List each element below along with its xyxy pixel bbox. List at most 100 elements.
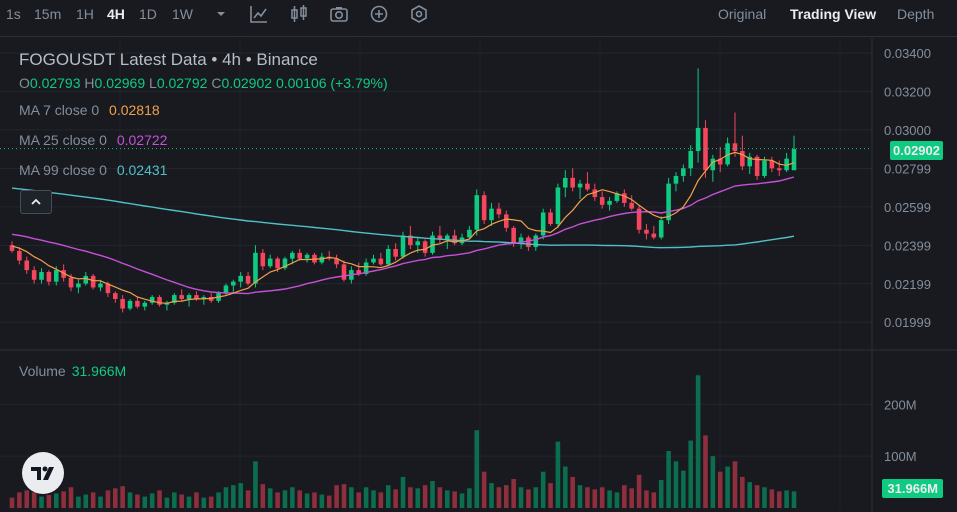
candle-body xyxy=(297,252,303,259)
candle-settings-icon[interactable] xyxy=(288,3,310,25)
volume-bar xyxy=(349,487,354,508)
candle-body xyxy=(791,149,797,171)
volume-bar xyxy=(238,483,243,508)
volume-bar xyxy=(732,461,738,508)
candle-body xyxy=(135,300,140,307)
volume-bar xyxy=(673,461,679,508)
price-axis-tick: 0.03000 xyxy=(884,123,931,138)
candle-body xyxy=(46,272,52,282)
view-depth[interactable]: Depth xyxy=(897,6,935,22)
candle-body xyxy=(24,260,30,271)
timeframe-4h[interactable]: 4H xyxy=(107,6,125,22)
volume-bar xyxy=(636,474,642,508)
volume-bar xyxy=(651,492,657,508)
price-axis-tick: 0.02399 xyxy=(884,238,931,253)
camera-icon[interactable] xyxy=(328,3,350,25)
volume-bar xyxy=(194,492,199,508)
candle-body xyxy=(68,277,74,288)
volume-bar xyxy=(61,491,66,508)
candle-body xyxy=(503,214,509,228)
price-axis-tick: 0.03400 xyxy=(884,46,931,61)
tradingview-logo[interactable] xyxy=(22,452,64,494)
candle-body xyxy=(231,281,236,286)
volume-bar xyxy=(83,494,89,508)
chart-title: FOGOUSDT Latest Data • 4h • Binance xyxy=(19,50,318,69)
high-value: 0.02969 xyxy=(94,75,146,91)
ma25-value: 0.02722 xyxy=(116,132,168,148)
candle-body xyxy=(363,262,369,274)
candle-body xyxy=(267,258,273,267)
candle-body xyxy=(717,158,723,165)
candle-body xyxy=(754,156,760,176)
volume-bar xyxy=(142,496,148,508)
candle-body xyxy=(393,248,398,257)
price-axis-tick: 0.02799 xyxy=(884,161,931,176)
candle-body xyxy=(599,197,605,205)
volume-bar xyxy=(282,490,288,508)
candle-body xyxy=(666,183,671,221)
volume-bar xyxy=(614,492,620,508)
volume-bar xyxy=(39,496,44,508)
candle-body xyxy=(90,275,96,288)
candle-body xyxy=(762,160,767,176)
volume-bar xyxy=(157,490,162,508)
view-trading-view[interactable]: Trading View xyxy=(790,6,877,22)
volume-bar xyxy=(710,456,716,508)
volume-bar xyxy=(319,494,325,508)
current-volume-tag: 31.966M xyxy=(882,479,943,498)
volume-bar xyxy=(474,430,480,508)
candle-body xyxy=(526,237,531,248)
volume-bar xyxy=(253,461,258,508)
hexagon-settings-icon[interactable] xyxy=(408,3,430,25)
plus-circle-icon[interactable] xyxy=(368,3,390,25)
candle-body xyxy=(681,168,686,176)
candle-body xyxy=(304,254,310,259)
price-chart[interactable]: 0.03400 0.03200 0.03000 0.02799 0.02599 0.023… xyxy=(0,37,957,512)
candle-body xyxy=(437,235,443,240)
timeframe-1w[interactable]: 1W xyxy=(172,6,193,22)
volume-bar xyxy=(46,495,52,508)
candle-body xyxy=(533,235,539,248)
volume-bar xyxy=(408,487,413,508)
volume-bar xyxy=(754,485,760,508)
volume-bar xyxy=(90,492,96,508)
candle-body xyxy=(76,283,81,288)
candle-body xyxy=(127,300,133,309)
candle-body xyxy=(740,150,745,167)
legend-collapse-button[interactable] xyxy=(20,190,52,214)
candle-body xyxy=(607,200,612,205)
volume-bar xyxy=(533,487,539,508)
volume-bar xyxy=(334,485,339,508)
line-chart-icon[interactable] xyxy=(248,3,270,25)
candle-body xyxy=(444,235,450,240)
volume-bar xyxy=(511,478,516,508)
volume-label: Volume xyxy=(19,363,66,379)
volume-bar xyxy=(297,490,303,508)
volume-bar xyxy=(68,487,74,508)
candle-body xyxy=(39,272,44,280)
volume-bar xyxy=(599,487,605,508)
low-label: L xyxy=(149,75,157,91)
volume-bar xyxy=(776,491,782,508)
volume-bar xyxy=(555,441,561,508)
candle-body xyxy=(422,241,428,253)
chevron-down-icon[interactable] xyxy=(210,3,232,25)
candle-body xyxy=(614,193,620,201)
timeframe-1h[interactable]: 1H xyxy=(76,6,94,22)
volume-bar xyxy=(740,476,745,508)
timeframe-1d[interactable]: 1D xyxy=(139,6,157,22)
volume-bar xyxy=(105,490,111,508)
candle-body xyxy=(747,156,753,167)
volume-bar xyxy=(312,492,317,508)
volume-bar xyxy=(762,487,767,508)
volume-bar xyxy=(452,491,457,508)
volume-bar xyxy=(540,471,546,508)
volume-bar xyxy=(135,494,140,508)
volume-bar xyxy=(17,492,22,508)
timeframe-15m[interactable]: 15m xyxy=(34,6,62,22)
view-original[interactable]: Original xyxy=(718,6,767,22)
volume-bar xyxy=(98,496,103,508)
timeframe-1s[interactable]: 1s xyxy=(6,6,21,22)
candle-body xyxy=(17,250,22,261)
volume-bar xyxy=(422,485,428,508)
